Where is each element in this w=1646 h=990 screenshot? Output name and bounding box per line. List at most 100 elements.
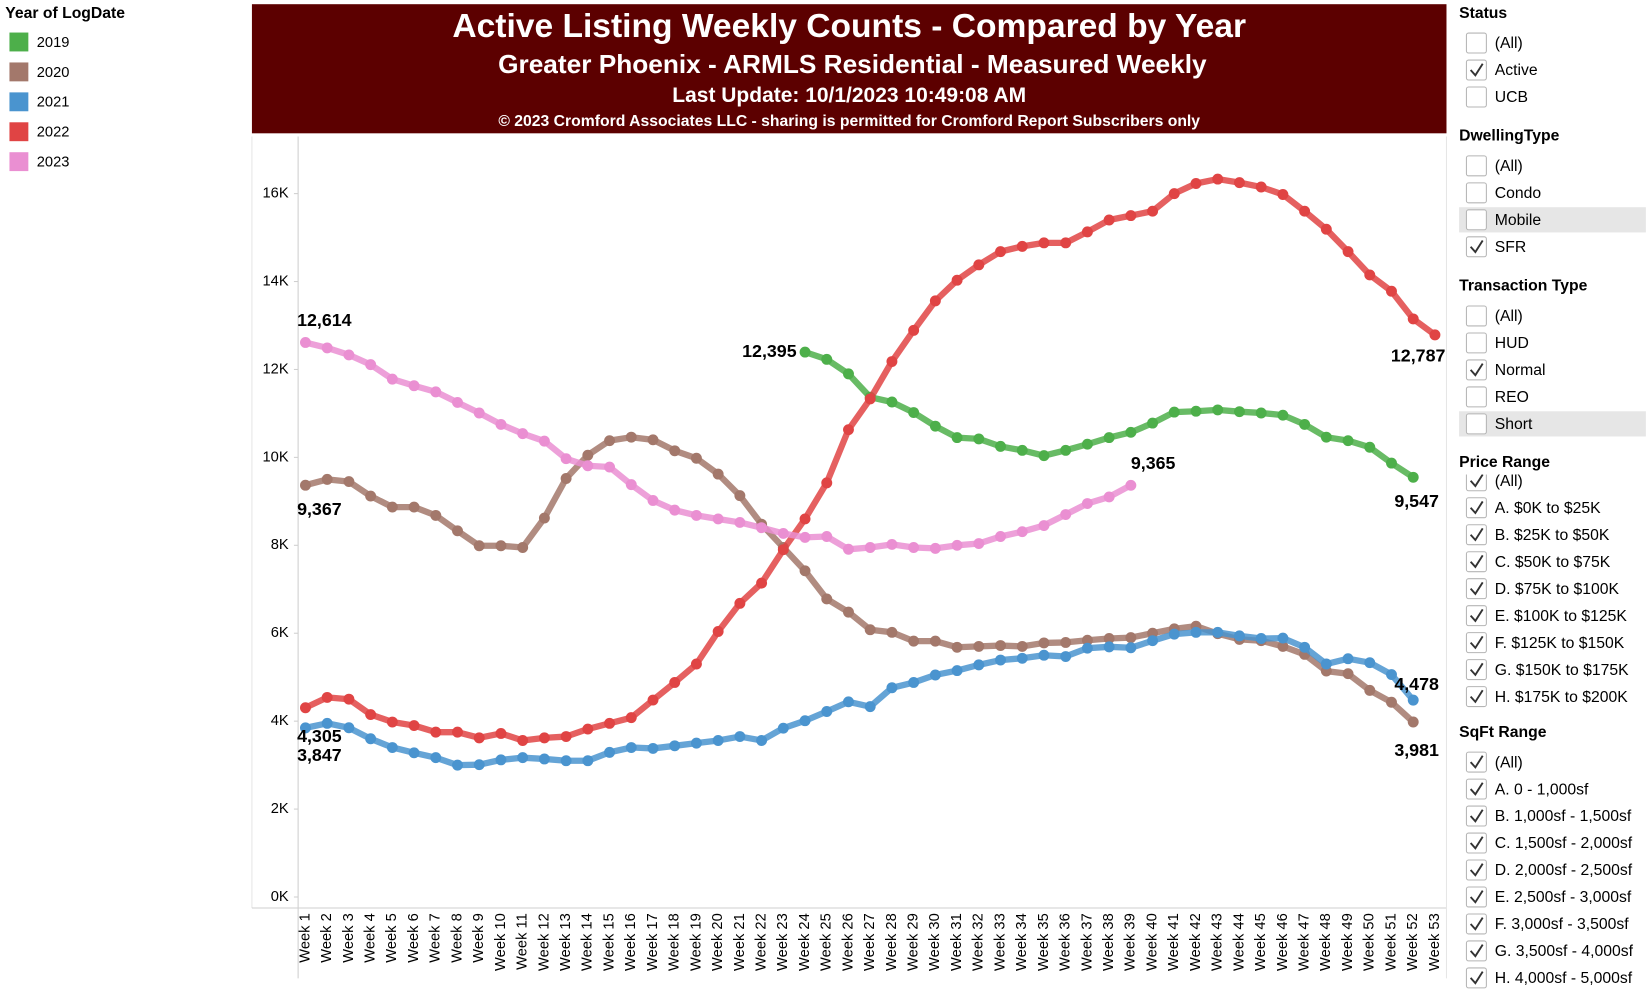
checkbox[interactable] — [1465, 497, 1487, 519]
checkbox[interactable] — [1465, 967, 1487, 989]
filter-option[interactable]: A. 0 - 1,000sf — [1495, 781, 1589, 798]
checkbox[interactable] — [1465, 551, 1487, 573]
checkbox[interactable] — [1465, 605, 1487, 627]
filter-option[interactable]: Condo — [1495, 185, 1542, 202]
data-point — [951, 274, 963, 286]
checkbox[interactable] — [1465, 413, 1487, 435]
filter-option[interactable]: G. $150K to $175K — [1495, 662, 1629, 679]
checkbox[interactable] — [1465, 578, 1487, 600]
data-point — [1060, 637, 1072, 648]
data-point — [995, 654, 1006, 666]
checkbox[interactable] — [1465, 751, 1487, 773]
checkbox[interactable] — [1465, 632, 1487, 654]
data-point — [386, 501, 398, 513]
filter-option[interactable]: Active — [1495, 62, 1538, 79]
checkbox[interactable] — [1465, 182, 1487, 204]
filter-option[interactable]: (All) — [1495, 35, 1523, 52]
checkbox[interactable] — [1465, 940, 1487, 962]
checkbox[interactable] — [1465, 659, 1487, 681]
checkbox[interactable] — [1465, 59, 1487, 81]
filter-option[interactable]: F. 3,000sf - 3,500sf — [1495, 916, 1629, 933]
x-tick-label: Week 41 — [1166, 913, 1182, 971]
checkbox[interactable] — [1465, 236, 1487, 258]
checkbox[interactable] — [1465, 913, 1487, 935]
checkbox[interactable] — [1465, 686, 1487, 708]
data-point — [734, 597, 746, 609]
data-point — [1429, 329, 1441, 341]
checkmark — [1469, 809, 1484, 823]
data-point — [995, 440, 1006, 452]
x-tick-label: Week 17 — [645, 913, 661, 971]
data-point — [1016, 652, 1028, 664]
filter-option[interactable]: (All) — [1495, 158, 1523, 175]
data-point — [756, 577, 768, 589]
data-point — [1125, 642, 1137, 654]
data-point — [973, 259, 985, 271]
checkbox[interactable] — [1465, 778, 1487, 800]
checkbox[interactable] — [1465, 209, 1487, 231]
checkbox[interactable] — [1465, 471, 1487, 492]
filter-option[interactable]: H. 4,000sf - 5,000sf — [1495, 970, 1633, 987]
data-point — [799, 565, 811, 577]
checkbox[interactable] — [1465, 524, 1487, 546]
filter-option[interactable]: (All) — [1495, 754, 1523, 771]
checkbox[interactable] — [1465, 332, 1487, 354]
filter-option[interactable]: Normal — [1495, 362, 1546, 379]
checkbox[interactable] — [1465, 32, 1487, 54]
data-point — [973, 433, 985, 445]
filter-option[interactable]: Mobile — [1495, 212, 1542, 229]
filter-option[interactable]: E. 2,500sf - 3,000sf — [1495, 889, 1632, 906]
filter-option[interactable]: H. $175K to $200K — [1495, 689, 1628, 706]
x-tick-label: Week 38 — [1101, 913, 1117, 971]
data-point — [843, 696, 854, 708]
data-point — [1060, 651, 1072, 662]
filter-option[interactable]: Short — [1495, 416, 1533, 433]
data-point — [647, 694, 659, 706]
filter-option[interactable]: C. $50K to $75K — [1495, 554, 1611, 571]
checkbox[interactable] — [1465, 886, 1487, 908]
data-point — [495, 540, 507, 552]
filter-option[interactable]: C. 1,500sf - 2,000sf — [1495, 835, 1633, 852]
data-point — [1299, 418, 1311, 430]
filter-option[interactable]: B. 1,000sf - 1,500sf — [1495, 808, 1632, 825]
data-point — [669, 677, 681, 688]
data-point — [538, 512, 550, 524]
checkbox[interactable] — [1465, 359, 1487, 381]
filter-option[interactable]: F. $125K to $150K — [1495, 635, 1625, 652]
data-point — [690, 658, 702, 670]
x-tick-label: Week 8 — [449, 913, 465, 963]
checkbox[interactable] — [1465, 386, 1487, 408]
checkbox[interactable] — [1465, 859, 1487, 881]
x-tick-label: Week 49 — [1340, 913, 1356, 971]
data-point — [951, 641, 963, 653]
filter-option[interactable]: G. 3,500sf - 4,000sf — [1495, 943, 1634, 960]
data-point — [1016, 444, 1028, 456]
filter-option[interactable]: SFR — [1495, 239, 1526, 256]
data-point — [843, 368, 854, 380]
legend-swatch — [9, 152, 29, 172]
data-point — [408, 380, 420, 392]
x-tick-label: Week 19 — [688, 913, 704, 971]
filter-option[interactable]: E. $100K to $125K — [1495, 608, 1628, 625]
filter-option[interactable]: UCB — [1495, 89, 1528, 106]
filter-option[interactable]: D. $75K to $100K — [1495, 581, 1620, 598]
data-point — [582, 449, 594, 461]
filter-option[interactable]: (All) — [1495, 308, 1523, 325]
data-label: 9,367 — [297, 499, 342, 519]
checkbox[interactable] — [1465, 805, 1487, 827]
data-point — [1038, 637, 1050, 649]
filter-option[interactable]: HUD — [1495, 335, 1529, 352]
checkbox[interactable] — [1465, 86, 1487, 108]
data-point — [604, 717, 616, 729]
filter-option[interactable]: REO — [1495, 389, 1529, 406]
legend-label: 2020 — [37, 65, 70, 81]
filter-option[interactable]: (All) — [1495, 473, 1523, 490]
checkbox[interactable] — [1465, 305, 1487, 327]
checkmark — [1469, 755, 1484, 769]
filter-option[interactable]: D. 2,000sf - 2,500sf — [1495, 862, 1633, 879]
filter-option[interactable]: A. $0K to $25K — [1495, 500, 1601, 517]
filter-option[interactable]: B. $25K to $50K — [1495, 527, 1610, 544]
checkbox[interactable] — [1465, 155, 1487, 177]
checkbox[interactable] — [1465, 832, 1487, 854]
filter-title: Price Range — [1459, 454, 1550, 471]
